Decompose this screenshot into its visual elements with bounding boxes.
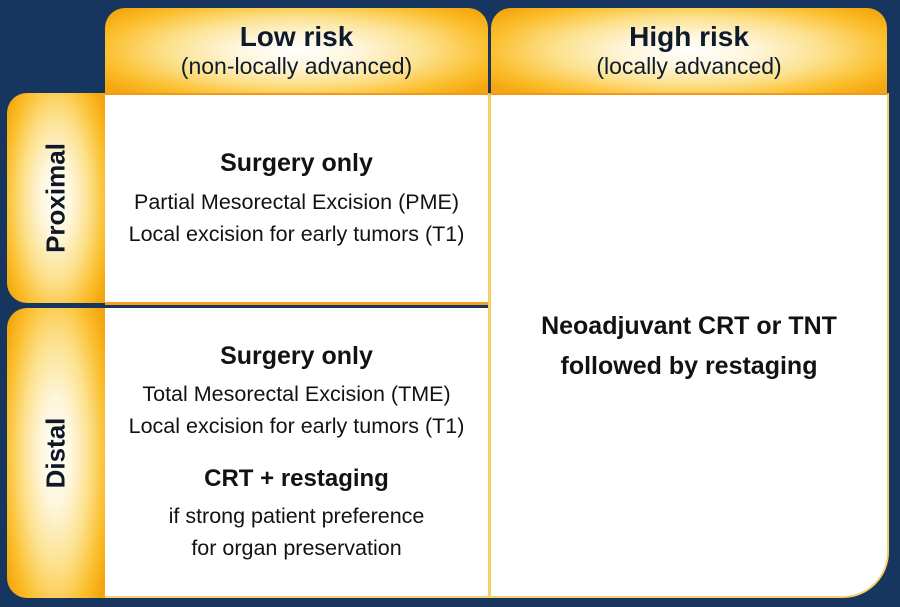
proximal-label: Proximal (40, 143, 71, 253)
distal-low-line-2: Local excision for early tumors (T1) (128, 414, 465, 439)
distal-low-secondary-heading: CRT + restaging (204, 464, 389, 492)
row-header-distal: Distal (7, 308, 105, 598)
distal-low-secondary-line-1: if strong patient preference (168, 503, 425, 528)
proximal-low-line-1: Partial Mesorectal Excision (PME) (134, 189, 459, 214)
low-risk-title: Low risk (239, 20, 354, 52)
column-header-low-risk: Low risk (non-locally advanced) (105, 8, 488, 93)
distal-low-heading: Surgery only (220, 341, 373, 370)
low-risk-subtitle: (non-locally advanced) (180, 52, 413, 79)
cell-high-risk: Neoadjuvant CRT or TNT followed by resta… (488, 93, 889, 598)
cell-proximal-low-risk: Surgery only Partial Mesorectal Excision… (105, 93, 488, 305)
row-header-proximal: Proximal (7, 93, 105, 303)
proximal-low-line-2: Local excision for early tumors (T1) (128, 221, 465, 246)
high-risk-subtitle: (locally advanced) (596, 52, 782, 79)
distal-low-secondary-line-2: for organ preservation (191, 536, 402, 561)
cell-distal-low-risk: Surgery only Total Mesorectal Excision (… (105, 308, 488, 598)
high-risk-title: High risk (629, 20, 749, 52)
proximal-low-heading: Surgery only (220, 149, 373, 177)
distal-low-line-1: Total Mesorectal Excision (TME) (142, 382, 451, 407)
column-header-high-risk: High risk (locally advanced) (491, 8, 887, 93)
high-risk-line-1: Neoadjuvant CRT or TNT (541, 311, 837, 340)
distal-label: Distal (40, 417, 71, 489)
high-risk-line-2: followed by restaging (560, 351, 818, 380)
